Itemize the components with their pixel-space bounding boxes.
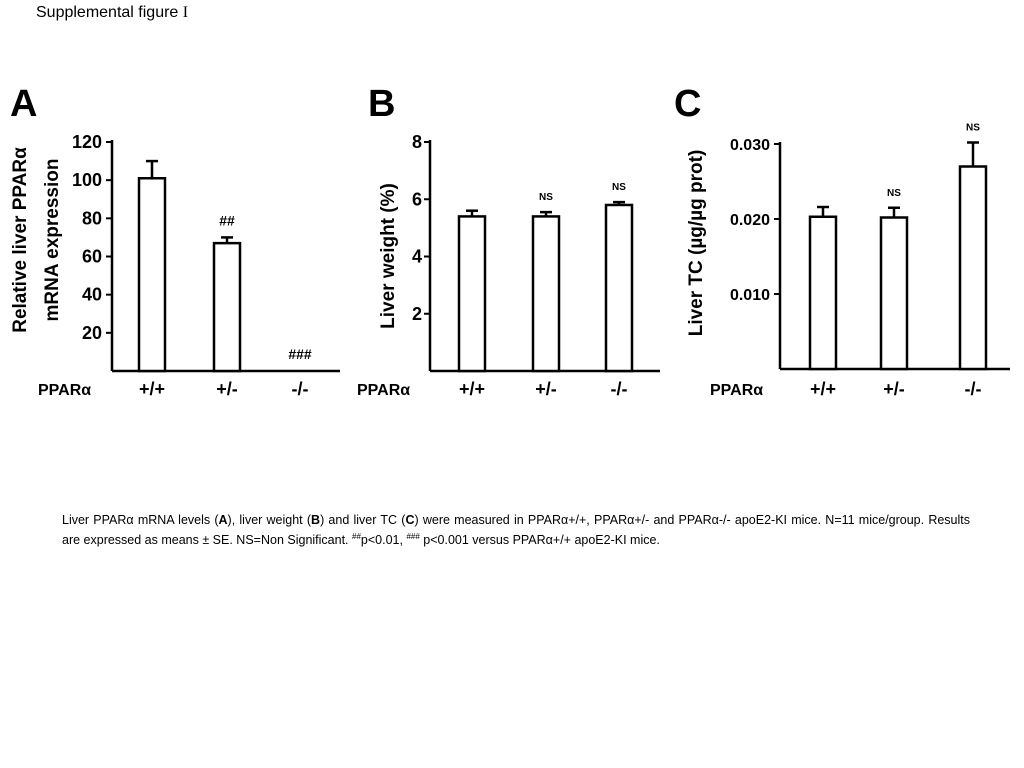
caption-sup-1: ## <box>352 531 361 541</box>
figure-title-text: Supplemental figure <box>36 4 179 21</box>
panel-letter-b: B <box>368 83 395 125</box>
y-tick-label-b: 6 <box>412 189 422 209</box>
significance-label-c: NS <box>966 123 980 134</box>
y-tick-label-a: 120 <box>72 132 102 152</box>
bar-a <box>137 177 167 373</box>
category-label-c: +/+ <box>810 379 836 399</box>
panel-letter-c: C <box>674 83 701 125</box>
y-tick-label-b: 2 <box>412 304 422 324</box>
y-tick-label-a: 60 <box>82 247 102 267</box>
caption-text-3: ) and liver TC ( <box>320 513 406 527</box>
caption-text-5: p<0.01, <box>360 533 407 547</box>
y-tick-label-b: 8 <box>412 132 422 152</box>
y-axis-label-c: Liver TC (µg/µg prot) <box>686 150 707 337</box>
significance-label-b: NS <box>539 192 553 203</box>
significance-label-b: NS <box>612 182 626 193</box>
category-label-c: -/- <box>965 379 982 399</box>
x-group-label-b: PPARα <box>357 382 410 399</box>
category-label-a: -/- <box>292 379 309 399</box>
y-tick-label-a: 80 <box>82 208 102 228</box>
y-axis-label-b: Liver weight (%) <box>378 183 399 329</box>
significance-label-a: ### <box>288 346 312 362</box>
y-tick-label-a: 20 <box>82 323 102 343</box>
category-label-c: +/- <box>883 379 905 399</box>
caption-text-6: p<0.001 versus PPARα+/+ apoE2-KI mice. <box>419 533 660 547</box>
x-group-label-a: PPARα <box>38 382 91 399</box>
y-tick-label-c: 0.020 <box>730 212 770 229</box>
figure-panels: A 20 40 60 80 100 120 Relative liver PPARα mRNA … <box>10 83 1010 399</box>
caption-ref-c: C <box>405 513 415 527</box>
bar-c <box>808 215 838 371</box>
y-tick-label-c: 0.030 <box>730 137 770 154</box>
significance-label-c: NS <box>887 188 901 199</box>
caption-ref-b: B <box>311 513 321 527</box>
y-tick-label-a: 100 <box>72 170 102 190</box>
category-label-a: +/+ <box>139 379 165 399</box>
category-label-a: +/- <box>216 379 238 399</box>
category-label-b: +/- <box>535 379 557 399</box>
bar-b <box>457 215 487 373</box>
figure-title-numeral: I <box>182 4 189 21</box>
bar-c <box>958 165 988 371</box>
y-axis-label-a: Relative liver PPARα <box>10 147 31 333</box>
bar-a <box>212 241 242 373</box>
panel-letter-a: A <box>10 83 37 125</box>
figure-title: Supplemental figure I <box>36 4 188 22</box>
significance-label-a: ## <box>219 212 235 228</box>
caption-text-4: ) were measured in PPARα+/+, PPARα+/- an… <box>62 513 970 547</box>
y-axis-label-a: mRNA expression <box>42 159 63 322</box>
caption-text-2: ), liver weight ( <box>227 513 312 527</box>
category-label-b: -/- <box>611 379 628 399</box>
y-tick-label-a: 40 <box>82 285 102 305</box>
y-tick-label-b: 4 <box>412 247 422 267</box>
category-label-b: +/+ <box>459 379 485 399</box>
bar-c <box>879 216 909 371</box>
bar-b <box>531 215 561 373</box>
caption-text-1: Liver PPARα mRNA levels ( <box>62 513 219 527</box>
x-group-label-c: PPARα <box>710 382 763 399</box>
y-tick-label-c: 0.010 <box>730 287 770 304</box>
bar-b <box>604 203 634 373</box>
figure-caption: Liver PPARα mRNA levels (A), liver weigh… <box>62 510 970 550</box>
caption-ref-a: A <box>218 513 228 527</box>
caption-sup-2: ### <box>406 531 420 541</box>
